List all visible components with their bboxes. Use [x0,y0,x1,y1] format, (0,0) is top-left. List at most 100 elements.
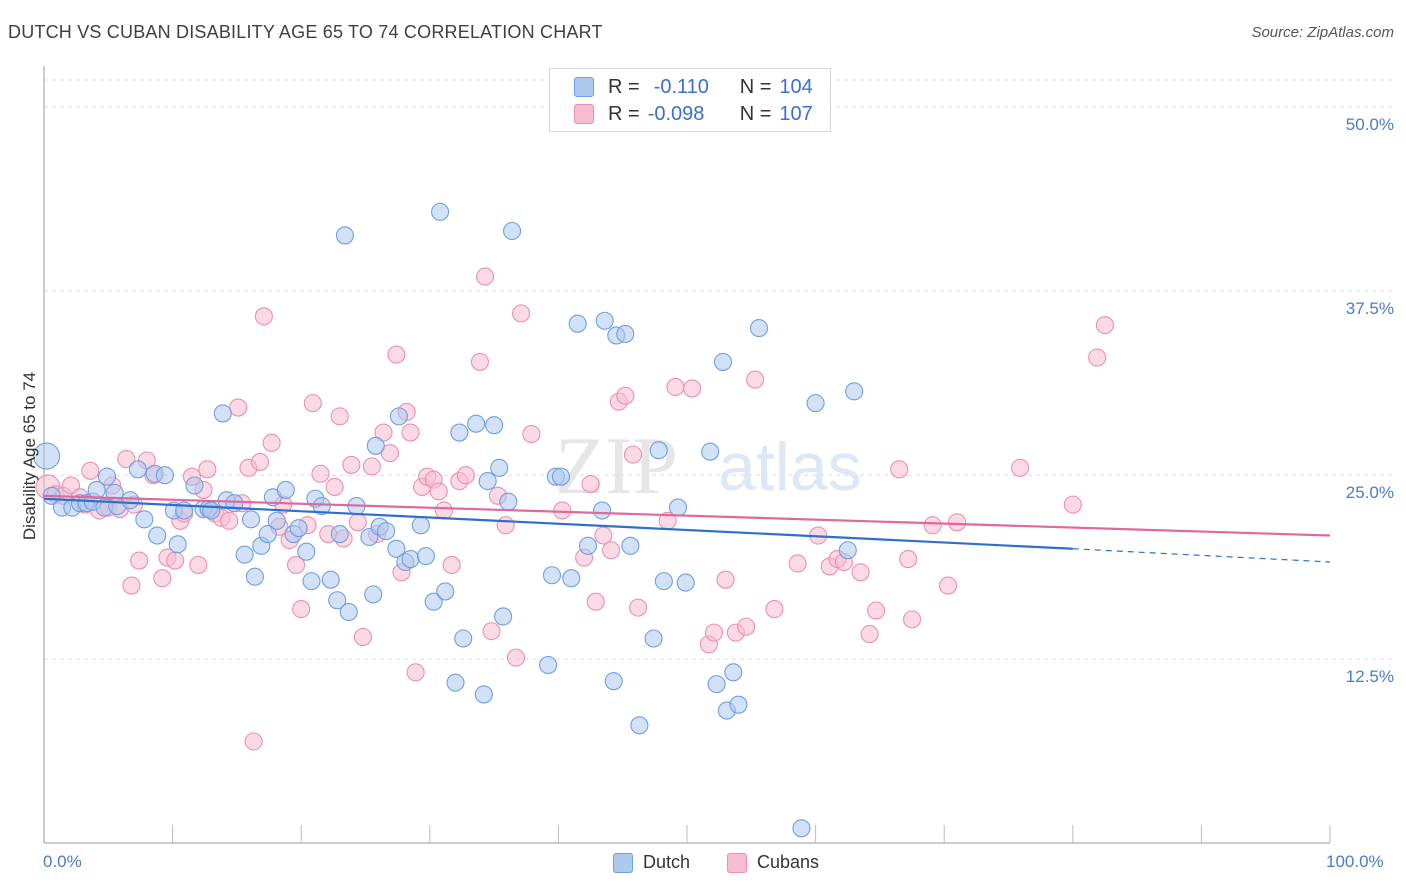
dutch-point [490,458,509,477]
dutch-point [312,497,331,516]
dutch-point [562,569,581,588]
watermark-atlas: atlas [718,429,862,505]
cubans-swatch [574,104,594,124]
dutch-point [668,498,688,517]
cubans-point [923,516,942,535]
cubans-point [899,550,918,569]
cubans-point [220,511,239,530]
dutch-point [235,545,254,564]
cubans-point [623,445,643,464]
cubans-point [586,592,605,611]
bottom-cubans-swatch [727,852,747,873]
cubans-point [117,449,136,469]
cubans-point [716,570,735,589]
dutch-series [33,202,864,838]
dutch-point [450,423,469,442]
dutch-point [328,591,347,610]
cubans-point [788,554,807,573]
y-tick-label: 12.5% [1345,667,1394,687]
cubans-point [362,457,381,476]
dutch-point [845,382,864,401]
dutch-point [649,441,668,460]
dutch-point [148,526,167,545]
dutch-point [416,547,435,566]
cubans-point [353,627,372,647]
cubans-point [250,452,270,472]
dutch-trend-line [43,497,1073,550]
dutch-point [185,476,204,495]
dutch-point [616,324,635,344]
dutch-point [267,511,286,530]
bottom-dutch-swatch [613,852,633,873]
dutch-point [474,685,493,704]
cubans-point [737,617,756,636]
cubans-point [153,569,172,588]
source-label: Source: ZipAtlas.com [1251,24,1394,41]
dutch-point [838,541,857,560]
dutch-point [792,819,811,838]
dutch-point [389,407,408,426]
dutch-point [729,695,748,714]
y-tick-label: 37.5% [1345,299,1394,319]
cubans-point [482,622,501,641]
dutch-point [595,311,614,330]
cubans-point [456,466,475,485]
dutch-point [424,592,443,611]
cubans-r-label: R = [608,102,640,125]
cubans-point [387,345,406,364]
bottom-dutch-label: Dutch [643,852,691,872]
dutch-point [297,542,316,561]
dutch-point [568,314,587,333]
cubans-point [496,516,515,535]
cubans-point [166,551,185,570]
cubans-point [311,464,330,483]
cubans-point [866,601,886,620]
dutch-point [97,467,117,486]
dutch-r-value: -0.110 [653,75,709,98]
grid-lines [44,79,1392,660]
dutch-point [155,466,174,485]
cubans-n-value: 107 [779,102,813,125]
cubans-point [616,386,635,405]
cubans-point [244,732,263,751]
dutch-point [578,536,598,555]
dutch-point [539,655,558,675]
bottom-legend-cubans: Cubans [727,852,819,873]
dutch-point [701,442,720,461]
dutch-point [289,519,308,538]
cubans-point [704,623,724,642]
cubans-point [506,648,526,667]
cubans-point [198,460,217,479]
dutch-point [749,319,769,338]
trend-lines [43,494,1331,563]
cubans-point [325,477,344,497]
x-tick-min: 0.0% [43,852,82,871]
cubans-point [380,444,399,463]
dutch-point [454,629,473,648]
y-tick-label: 25.0% [1345,483,1394,503]
cubans-point [629,598,648,617]
dutch-point [245,567,264,586]
cubans-point [522,424,541,444]
dutch-point [478,472,497,491]
dutch-point [485,416,504,435]
dutch-point [713,352,733,371]
cubans-point [939,576,958,595]
dutch-point [436,582,455,601]
cubans-point [81,461,100,480]
dutch-point [302,572,321,591]
cubans-point [348,513,367,532]
dutch-point [724,663,743,682]
axes [43,66,1331,844]
cubans-point [429,482,448,501]
dutch-point [707,675,726,694]
dutch-point [676,573,695,592]
cubans-point [683,379,702,398]
dutch-point [366,436,385,455]
cubans-point [122,576,141,595]
legend-row-dutch: R = -0.110 N = 104 [574,74,813,100]
dutch-point [411,516,430,535]
cubans-point [401,423,420,442]
cubans-point [902,610,922,629]
